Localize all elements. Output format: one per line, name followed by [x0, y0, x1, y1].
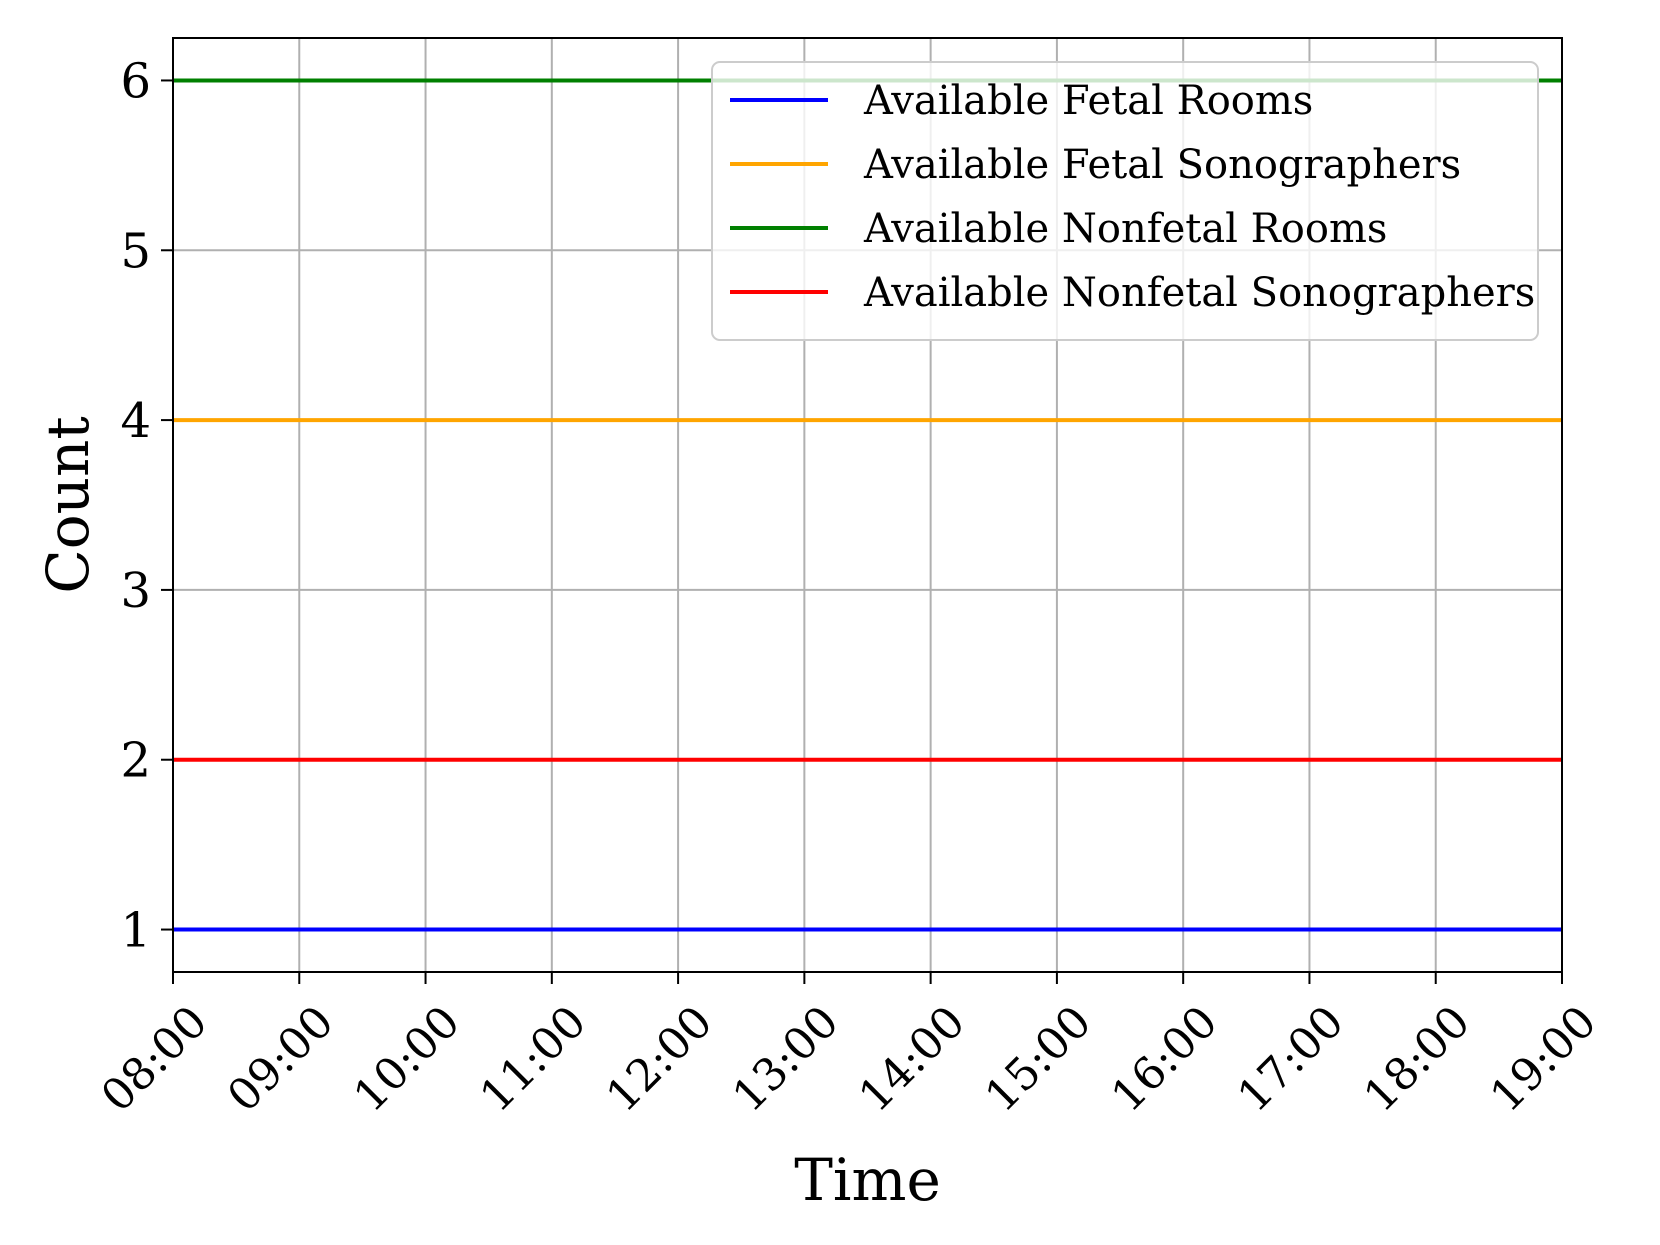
x-tick-label: 17:00 [1228, 996, 1354, 1122]
y-tick-label: 5 [120, 223, 151, 279]
x-axis-ticks: 08:00 09:00 10:00 11:00 12:00 13:00 14:00 15:00… [92, 972, 1607, 1122]
x-tick-label: 19:00 [1481, 996, 1607, 1122]
y-tick-label: 3 [120, 563, 151, 619]
x-tick-label: 10:00 [344, 996, 470, 1122]
y-tick-label: 6 [120, 53, 151, 109]
x-axis-label: Time [794, 1146, 941, 1214]
y-tick-label: 1 [120, 903, 151, 959]
legend-box [711, 61, 1539, 341]
x-tick-label: 14:00 [849, 996, 975, 1122]
legend-entry-label: Available Fetal Rooms [863, 78, 1313, 124]
x-tick-label: 15:00 [976, 996, 1102, 1122]
y-tick-label: 2 [120, 733, 151, 789]
legend-entry-label: Available Nonfetal Rooms [863, 206, 1387, 252]
x-tick-label: 18:00 [1354, 996, 1480, 1122]
y-axis-label: Count [34, 416, 102, 593]
y-tick-label: 4 [120, 393, 151, 449]
x-tick-label: 09:00 [218, 996, 344, 1122]
x-tick-label: 16:00 [1102, 996, 1228, 1122]
y-axis-ticks: 1 2 3 4 5 6 [120, 53, 173, 959]
x-tick-label: 12:00 [597, 996, 723, 1122]
x-tick-label: 08:00 [92, 996, 218, 1122]
legend: Available Fetal Rooms Available Fetal Son… [711, 61, 1539, 341]
plot-frame [172, 37, 1563, 973]
x-tick-label: 13:00 [723, 996, 849, 1122]
legend-entry-label: Available Fetal Sonographers [863, 142, 1461, 188]
legend-entry-label: Available Nonfetal Sonographers [863, 270, 1535, 316]
x-tick-label: 11:00 [470, 996, 596, 1122]
